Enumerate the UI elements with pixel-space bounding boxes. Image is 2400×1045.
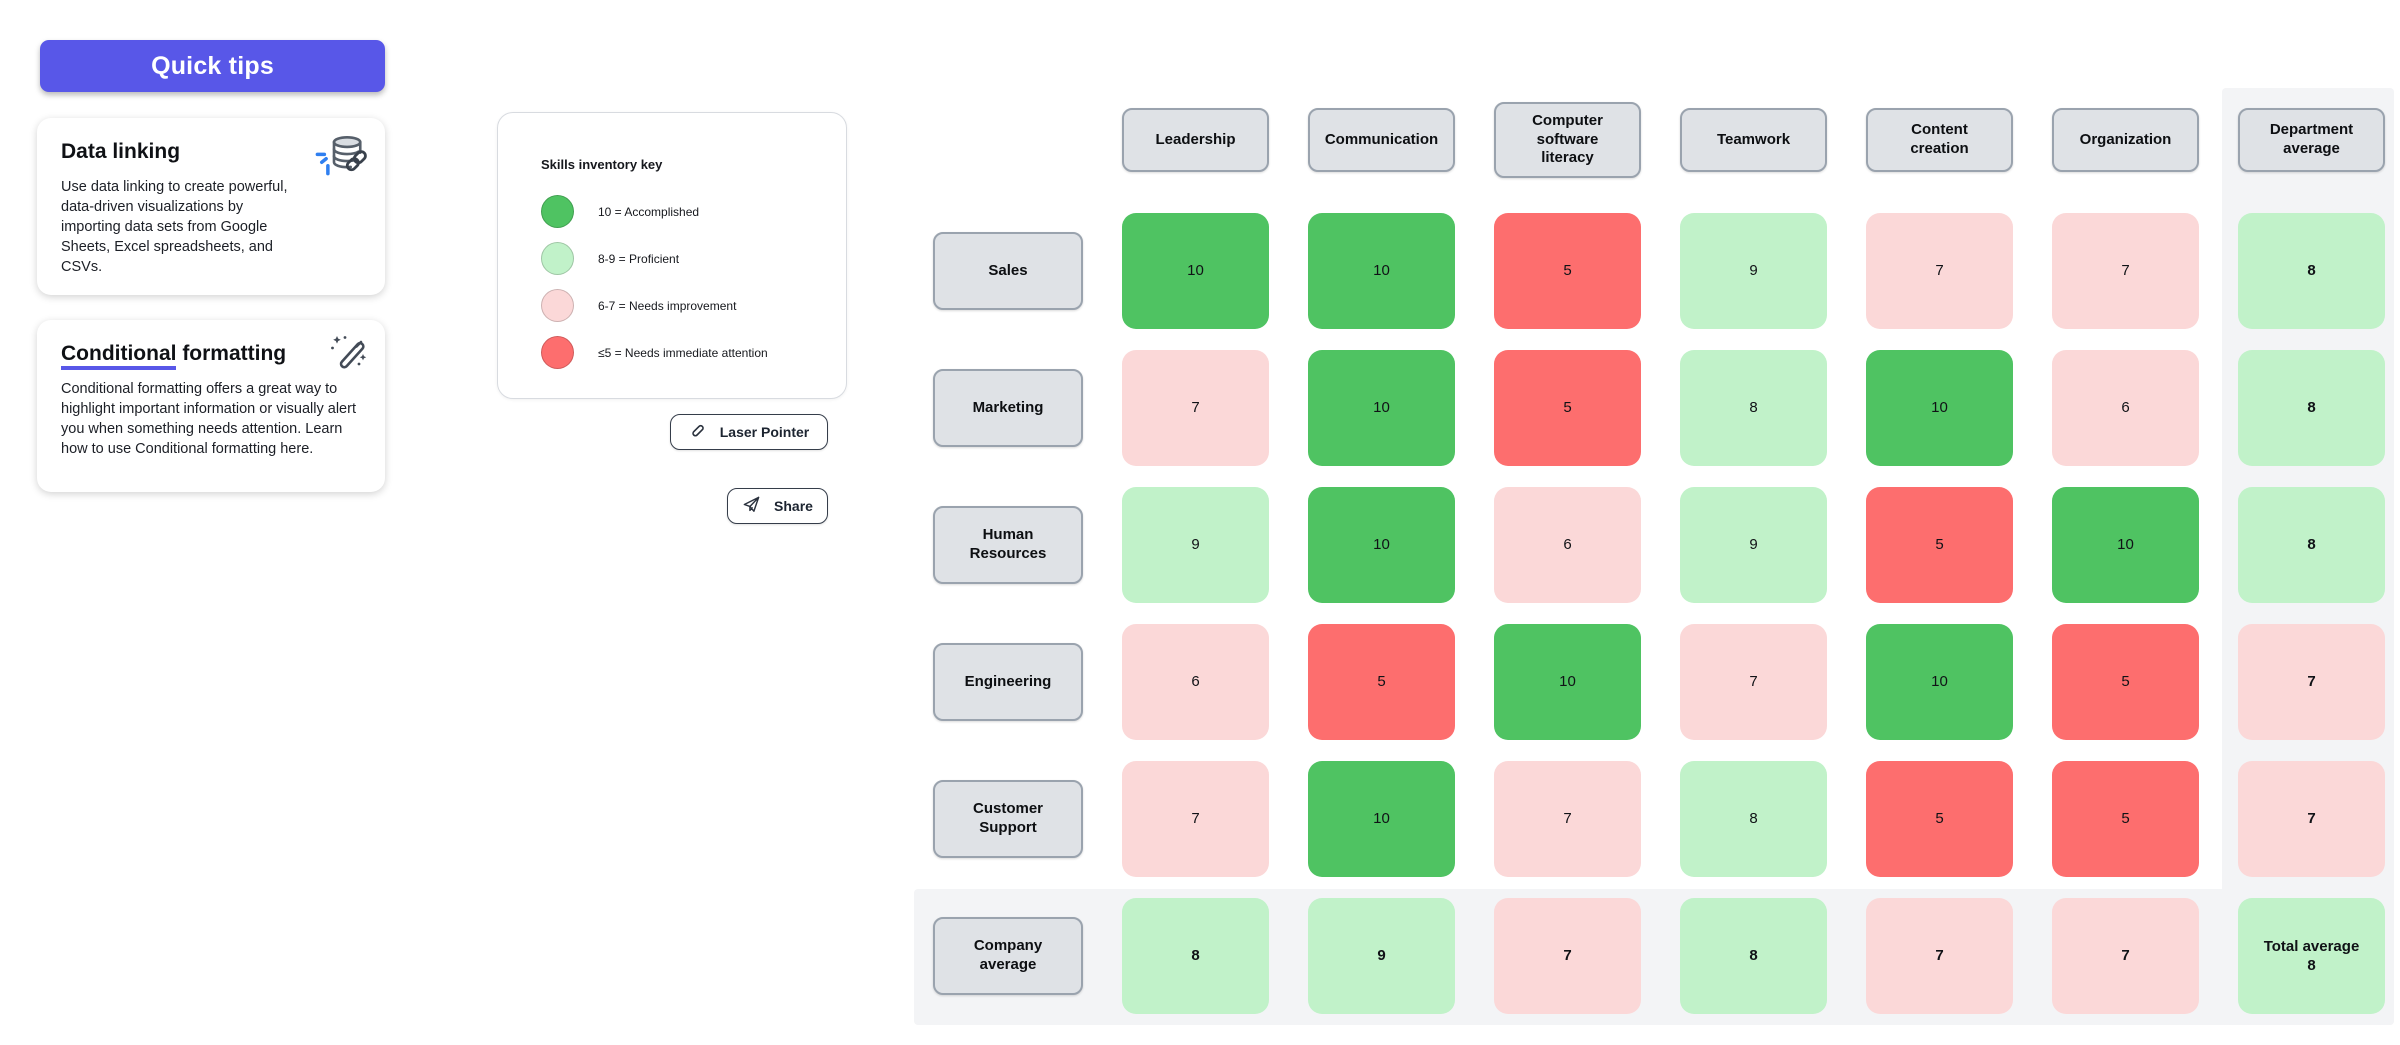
legend-item-accomplished: 10 = Accomplished [541, 188, 826, 235]
legend-title: Skills inventory key [541, 157, 663, 172]
data-linking-title: Data linking [61, 140, 181, 163]
conditional-formatting-title: Conditional formatting [61, 342, 361, 370]
row-label-sales[interactable]: Sales [933, 232, 1083, 310]
department-average-cell[interactable]: 7 [2238, 624, 2385, 740]
matrix-cell[interactable]: 10 [1494, 624, 1641, 740]
column-header-computer-software-literacy[interactable]: Computer software literacy [1494, 101, 1641, 179]
matrix-cell[interactable]: 9 [1122, 487, 1269, 603]
column-header-organization[interactable]: Organization [2052, 108, 2199, 172]
paper-plane-icon [742, 495, 761, 517]
matrix-cell[interactable]: 7 [1866, 213, 2013, 329]
department-average-cell[interactable]: 8 [2238, 487, 2385, 603]
pink-dot-icon [541, 289, 574, 322]
laser-pointer-icon [689, 422, 707, 443]
matrix-cell[interactable]: 10 [2052, 487, 2199, 603]
conditional-link[interactable]: Conditional [61, 342, 177, 370]
matrix-cell[interactable]: 6 [1494, 487, 1641, 603]
matrix-cell[interactable]: 10 [1866, 350, 2013, 466]
matrix-cell[interactable]: 10 [1308, 761, 1455, 877]
matrix-cell[interactable]: 5 [1866, 487, 2013, 603]
matrix-cell[interactable]: 5 [2052, 624, 2199, 740]
column-header-communication[interactable]: Communication [1308, 108, 1455, 172]
company-average-cell[interactable]: 8 [1680, 898, 1827, 1014]
matrix-cell[interactable]: 7 [1680, 624, 1827, 740]
conditional-formatting-body: Conditional formatting offers a great wa… [61, 381, 356, 457]
matrix-cell[interactable]: 5 [1308, 624, 1455, 740]
matrix-cell[interactable]: 8 [1680, 761, 1827, 877]
matrix-cell[interactable]: 10 [1122, 213, 1269, 329]
row-label-engineering[interactable]: Engineering [933, 643, 1083, 721]
green-dot-icon [541, 195, 574, 228]
total-average-value: 8 [2307, 957, 2316, 974]
total-average-cell[interactable]: Total average 8 [2238, 898, 2385, 1014]
matrix-cell[interactable]: 9 [1680, 213, 1827, 329]
matrix-cell[interactable]: 5 [1494, 350, 1641, 466]
row-label-human-resources[interactable]: Human Resources [933, 506, 1083, 584]
matrix-cell[interactable]: 6 [1122, 624, 1269, 740]
matrix-cell[interactable]: 5 [2052, 761, 2199, 877]
department-average-cell[interactable]: 8 [2238, 350, 2385, 466]
share-button[interactable]: Share [727, 488, 828, 524]
data-linking-card[interactable]: Data linking [37, 118, 385, 295]
matrix-cell[interactable]: 10 [1866, 624, 2013, 740]
company-average-cell[interactable]: 9 [1308, 898, 1455, 1014]
matrix-cell[interactable]: 10 [1308, 213, 1455, 329]
skills-matrix-grid: Leadership Communication Computer software… [933, 88, 2385, 1014]
row-label-customer-support[interactable]: Customer Support [933, 780, 1083, 858]
matrix-cell[interactable]: 5 [1494, 213, 1641, 329]
data-linking-body: Use data linking to create powerful, dat… [61, 179, 288, 275]
column-header-teamwork[interactable]: Teamwork [1680, 108, 1827, 172]
matrix-cell[interactable]: 7 [1122, 350, 1269, 466]
skills-inventory-key-card[interactable]: Skills inventory key 10 = Accomplished 8… [497, 112, 847, 399]
legend-item-needs-attention: ≤5 = Needs immediate attention [541, 329, 826, 376]
company-average-cell[interactable]: 8 [1122, 898, 1269, 1014]
company-average-cell[interactable]: 7 [2052, 898, 2199, 1014]
total-average-label: Total average [2263, 937, 2360, 955]
row-label-marketing[interactable]: Marketing [933, 369, 1083, 447]
matrix-cell[interactable]: 9 [1680, 487, 1827, 603]
company-average-cell[interactable]: 7 [1494, 898, 1641, 1014]
laser-pointer-label: Laser Pointer [719, 424, 810, 440]
quick-tips-label: Quick tips [151, 51, 274, 80]
column-header-leadership[interactable]: Leadership [1122, 108, 1269, 172]
quick-tips-button[interactable]: Quick tips [40, 40, 385, 92]
matrix-cell[interactable]: 10 [1308, 487, 1455, 603]
department-average-cell[interactable]: 7 [2238, 761, 2385, 877]
red-dot-icon [541, 336, 574, 369]
legend-item-needs-improvement: 6-7 = Needs improvement [541, 282, 826, 329]
magic-wand-icon [329, 334, 369, 379]
matrix-cell[interactable]: 10 [1308, 350, 1455, 466]
share-label: Share [774, 498, 813, 514]
legend-item-proficient: 8-9 = Proficient [541, 235, 826, 282]
matrix-cell[interactable]: 6 [2052, 350, 2199, 466]
matrix-corner-spacer [933, 88, 1083, 192]
matrix-cell[interactable]: 8 [1680, 350, 1827, 466]
company-average-cell[interactable]: 7 [1866, 898, 2013, 1014]
light-green-dot-icon [541, 242, 574, 275]
department-average-cell[interactable]: 8 [2238, 213, 2385, 329]
database-link-icon [313, 132, 369, 187]
conditional-formatting-card[interactable]: Conditional formatting Conditional forma… [37, 320, 385, 492]
laser-pointer-button[interactable]: Laser Pointer [670, 414, 828, 450]
matrix-cell[interactable]: 7 [1494, 761, 1641, 877]
row-label-company-average[interactable]: Company average [933, 917, 1083, 995]
matrix-cell[interactable]: 7 [2052, 213, 2199, 329]
column-header-department-average[interactable]: Department average [2238, 108, 2385, 172]
matrix-cell[interactable]: 5 [1866, 761, 2013, 877]
column-header-content-creation[interactable]: Content creation [1866, 108, 2013, 172]
matrix-cell[interactable]: 7 [1122, 761, 1269, 877]
